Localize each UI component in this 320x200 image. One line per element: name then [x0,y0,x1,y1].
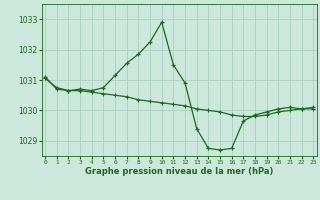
X-axis label: Graphe pression niveau de la mer (hPa): Graphe pression niveau de la mer (hPa) [85,167,273,176]
